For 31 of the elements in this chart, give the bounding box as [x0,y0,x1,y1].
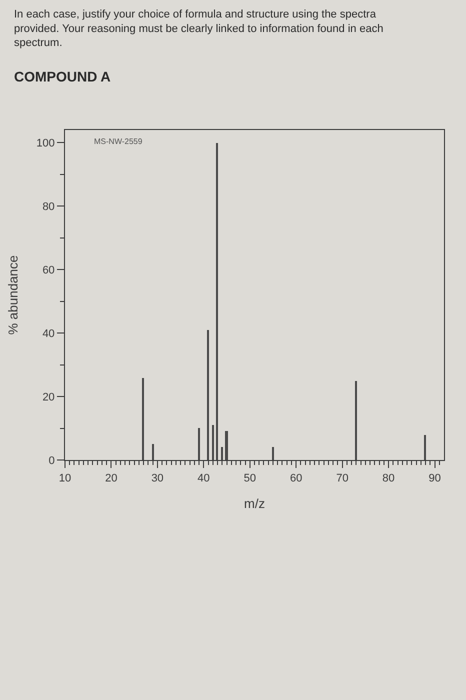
annotation: MS-NW-2559 [94,137,143,146]
bar [355,381,357,460]
y-tick-label: 40 [42,328,55,340]
y-tick-label: 100 [36,138,55,150]
bar [424,435,426,460]
bar [221,447,223,460]
chart-title: In each case, justify your choice of formula and structure using the spectra provided. Your reasoning must be clearly linked to information found in each spectrum. [14,8,384,50]
y-tick-label: 0 [48,454,55,467]
chart-subtitle: COMPOUND A [14,68,111,84]
x-tick-label: 30 [151,472,164,484]
bar [212,425,214,460]
y-tick-label: 60 [42,264,55,276]
y-tick-label: 80 [42,201,55,213]
x-tick-label: 90 [428,472,441,484]
x-tick-label: 60 [290,472,302,484]
x-tick-label: 50 [244,472,256,484]
x-tick-label: 40 [198,472,210,484]
bar [152,444,154,460]
bar [225,431,228,460]
bar [207,330,209,460]
x-tick-label: 70 [336,472,348,484]
x-tick-label: 80 [382,472,395,484]
bar [216,143,218,460]
bar [198,428,200,460]
y-tick-label: 20 [42,391,55,404]
bar [272,447,274,460]
x-axis-title: m/z [244,496,265,511]
x-tick-label: 20 [105,472,118,484]
bar [142,378,144,460]
y-axis-title: % abundance [5,255,20,335]
x-tick-label: 10 [58,472,72,484]
